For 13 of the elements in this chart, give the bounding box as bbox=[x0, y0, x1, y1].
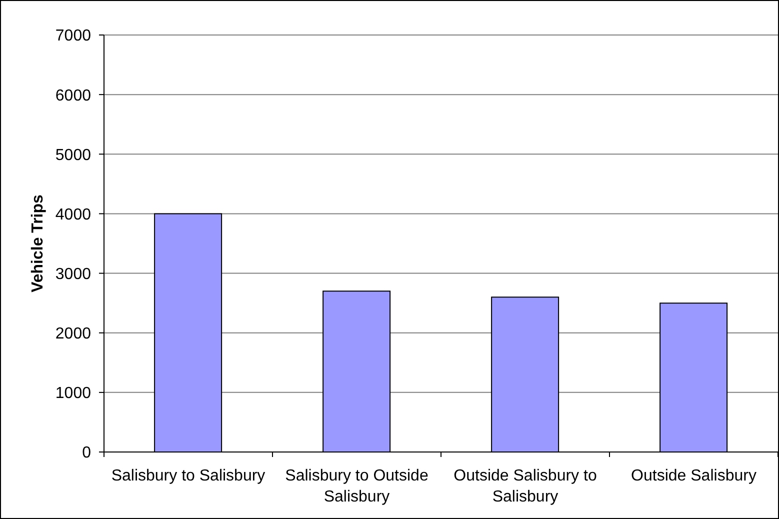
x-tick-label: Outside Salisbury bbox=[631, 467, 756, 484]
x-tick-label: Outside Salisbury to Salisbury bbox=[454, 467, 597, 506]
y-tick-label: 3000 bbox=[55, 266, 92, 283]
y-tick-label: 4000 bbox=[55, 206, 92, 224]
y-tick-label: 6000 bbox=[55, 87, 92, 104]
x-tick-label: Salisbury to Salisbury bbox=[111, 467, 266, 484]
y-tick-label: 2000 bbox=[55, 326, 92, 343]
y-tick-label: 5000 bbox=[55, 146, 92, 164]
x-tick-label: Salisbury to Outside Salisbury bbox=[285, 467, 428, 506]
y-axis-title: Vehicle Trips bbox=[30, 194, 46, 292]
y-tick-label: 7000 bbox=[55, 28, 92, 45]
y-tick-label: 0 bbox=[82, 444, 92, 462]
y-tick-label: 1000 bbox=[55, 385, 92, 402]
